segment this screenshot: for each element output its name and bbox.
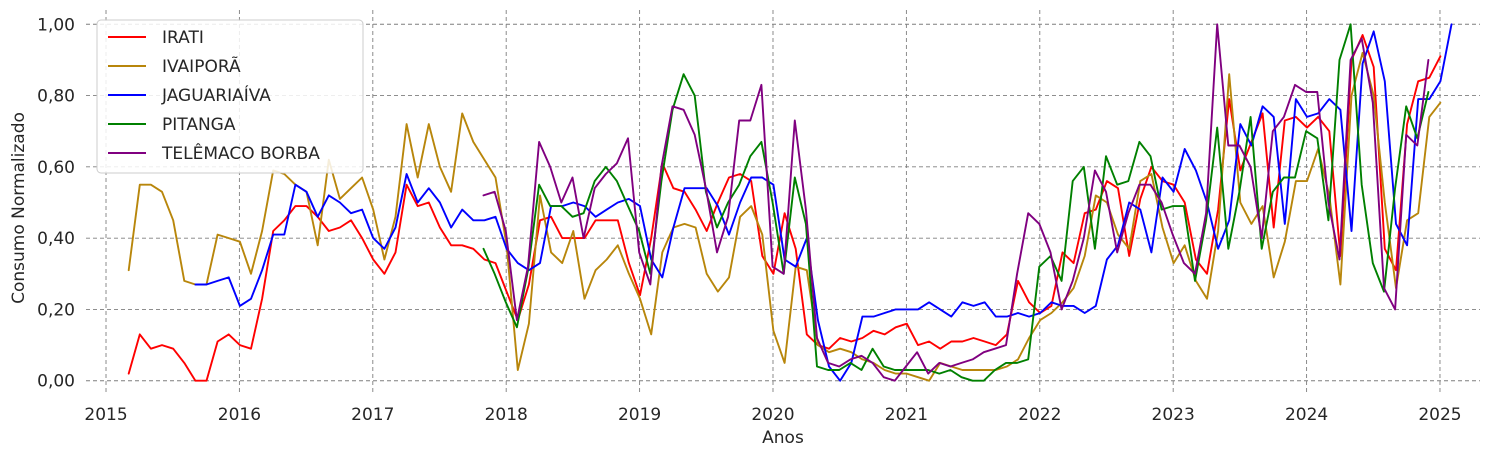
x-tick-label: 2020 [751, 405, 794, 425]
x-tick-label: 2025 [1418, 405, 1461, 425]
series-line-jaguaria-va [194, 23, 1453, 382]
x-axis-title: Anos [762, 428, 804, 448]
y-axis-title: Consumo Normalizado [9, 112, 29, 304]
tick-labels: 0,00 0,20 0,40 0,60 0,80 1,00 2015 2016 2017 2018… [37, 15, 1461, 425]
legend-label: IRATI [162, 28, 204, 48]
series-line-pitanga [482, 23, 1430, 382]
x-tick-label: 2016 [218, 405, 261, 425]
y-tick-label: 0,80 [37, 87, 75, 107]
y-tick-label: 0,20 [37, 300, 75, 320]
x-tick-label: 2022 [1018, 405, 1061, 425]
legend-label: JAGUARIAÍVA [161, 84, 271, 106]
legend-label: TELÊMACO BORBA [161, 142, 320, 164]
series-line-tel-maco-borba [482, 23, 1430, 382]
x-tick-label: 2021 [885, 405, 928, 425]
legend-label: PITANGA [162, 115, 236, 135]
legend: IRATI IVAIPORÃ JAGUARIAÍVA PITANGA TELÊMACO … [96, 19, 364, 174]
y-tick-label: 0,60 [37, 158, 75, 178]
series-lines [127, 23, 1453, 382]
legend-frame [96, 19, 364, 174]
x-tick-label: 2019 [618, 405, 661, 425]
x-tick-label: 2017 [351, 405, 394, 425]
x-tick-label: 2018 [485, 405, 528, 425]
y-tick-label: 0,40 [37, 229, 75, 249]
x-tick-label: 2015 [84, 405, 127, 425]
y-tick-label: 1,00 [37, 15, 75, 35]
legend-label: IVAIPORÃ [162, 55, 241, 77]
y-tick-label: 0,00 [37, 372, 75, 392]
x-tick-label: 2023 [1152, 405, 1195, 425]
x-tick-label: 2024 [1285, 405, 1328, 425]
